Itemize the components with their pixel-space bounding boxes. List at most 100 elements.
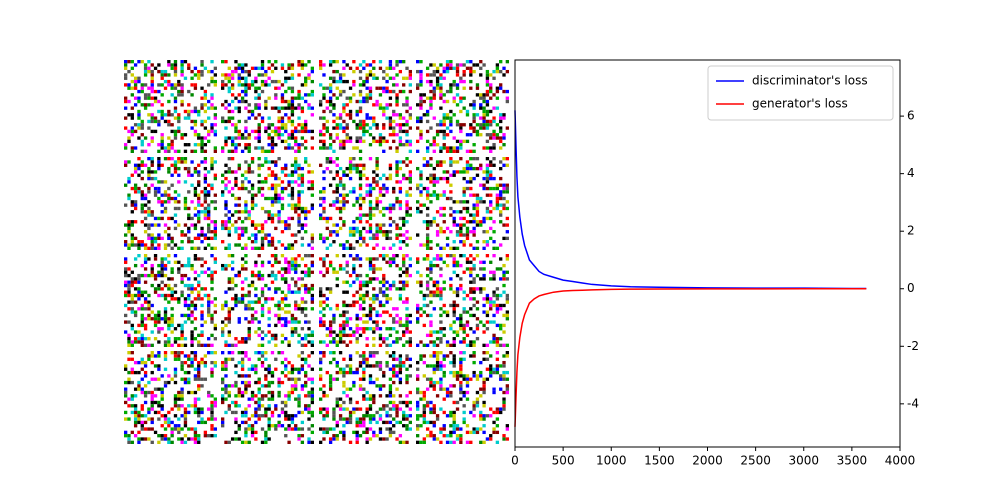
noise-pixel [247, 143, 251, 147]
noise-pixel [274, 337, 278, 341]
noise-pixel [310, 297, 314, 301]
noise-pixel [392, 126, 396, 130]
noise-pixel [352, 190, 356, 194]
noise-pixel [348, 273, 353, 278]
noise-pixel [277, 216, 281, 221]
noise-pixel [465, 390, 470, 395]
noise-pixel [260, 119, 265, 124]
noise-pixel [267, 196, 271, 201]
noise-pixel [280, 267, 285, 271]
noise-pixel [455, 210, 460, 214]
noise-pixel [264, 236, 268, 241]
noise-pixel [472, 370, 476, 375]
noise-pixel [240, 357, 245, 361]
noise-pixel [485, 414, 490, 418]
noise-pixel [124, 83, 128, 87]
noise-pixel [247, 404, 251, 408]
noise-pixel [489, 86, 493, 90]
noise-pixel [213, 133, 217, 137]
noise-pixel [274, 287, 278, 291]
noise-pixel [190, 290, 194, 294]
noise-pixel [197, 360, 201, 365]
noise-pixel [221, 417, 225, 421]
noise-pixel [342, 223, 346, 227]
noise-pixel [127, 290, 131, 294]
noise-pixel [325, 414, 329, 418]
noise-pixel [465, 343, 470, 347]
noise-pixel [143, 257, 148, 261]
noise-pixel [254, 223, 258, 227]
noise-pixel [150, 370, 154, 375]
noise-pixel [267, 160, 271, 164]
noise-pixel [392, 417, 396, 421]
noise-pixel [435, 66, 440, 70]
noise-pixel [475, 427, 480, 431]
noise-pixel [150, 157, 154, 161]
noise-pixel [143, 374, 148, 378]
noise-pixel [130, 367, 134, 371]
noise-pixel [140, 407, 144, 411]
noise-pixel [197, 233, 201, 237]
noise-pixel [227, 343, 231, 347]
noise-pixel [402, 343, 406, 347]
noise-pixel [365, 93, 369, 97]
noise-pixel [150, 273, 154, 278]
noise-pixel [429, 340, 433, 344]
noise-pixel [485, 243, 490, 247]
noise-pixel [422, 417, 426, 421]
noise-pixel [472, 354, 476, 358]
noise-pixel [495, 123, 500, 127]
noise-pixel [392, 109, 396, 114]
noise-pixel [489, 320, 493, 324]
noise-pixel [187, 370, 191, 375]
noise-pixel [221, 73, 225, 77]
noise-pixel [290, 427, 295, 431]
noise-pixel [319, 196, 323, 201]
noise-pixel [325, 303, 329, 308]
noise-pixel [408, 149, 412, 153]
noise-pixel [280, 106, 285, 110]
noise-pixel [358, 364, 363, 368]
noise-pixel [465, 220, 470, 224]
noise-pixel [352, 79, 356, 84]
noise-pixel [419, 133, 423, 137]
noise-pixel [224, 360, 228, 365]
noise-pixel [495, 310, 500, 314]
noise-pixel [388, 63, 393, 67]
noise-pixel [422, 303, 426, 308]
noise-pixel [234, 226, 238, 231]
noise-pixel [230, 351, 235, 355]
noise-pixel [257, 113, 261, 117]
noise-pixel [234, 303, 238, 308]
noise-pixel [203, 377, 208, 381]
noise-pixel [462, 337, 466, 341]
noise-pixel [270, 216, 275, 221]
noise-pixel [322, 190, 326, 194]
noise-pixel [210, 220, 214, 224]
noise-pixel [297, 176, 301, 181]
noise-pixel [203, 430, 208, 435]
noise-pixel [207, 216, 211, 221]
noise-pixel [207, 206, 211, 211]
noise-pixel [432, 149, 436, 153]
noise-pixel [378, 394, 383, 398]
noise-pixel [234, 106, 238, 110]
noise-pixel [482, 310, 486, 314]
noise-pixel [274, 407, 278, 411]
noise-pixel [375, 226, 379, 231]
noise-pixel [495, 417, 500, 421]
noise-pixel [310, 106, 314, 110]
noise-pixel [489, 434, 493, 438]
noise-pixel [247, 180, 251, 184]
noise-pixel [287, 360, 291, 365]
noise-pixel [429, 223, 433, 227]
noise-pixel [469, 193, 473, 197]
noise-pixel [342, 323, 346, 328]
noise-pixel [342, 143, 346, 147]
noise-pixel [358, 287, 363, 291]
noise-pixel [140, 337, 144, 341]
noise-pixel [469, 230, 473, 234]
noise-pixel [224, 170, 228, 174]
noise-pixel [319, 63, 323, 67]
noise-pixel [240, 220, 245, 224]
